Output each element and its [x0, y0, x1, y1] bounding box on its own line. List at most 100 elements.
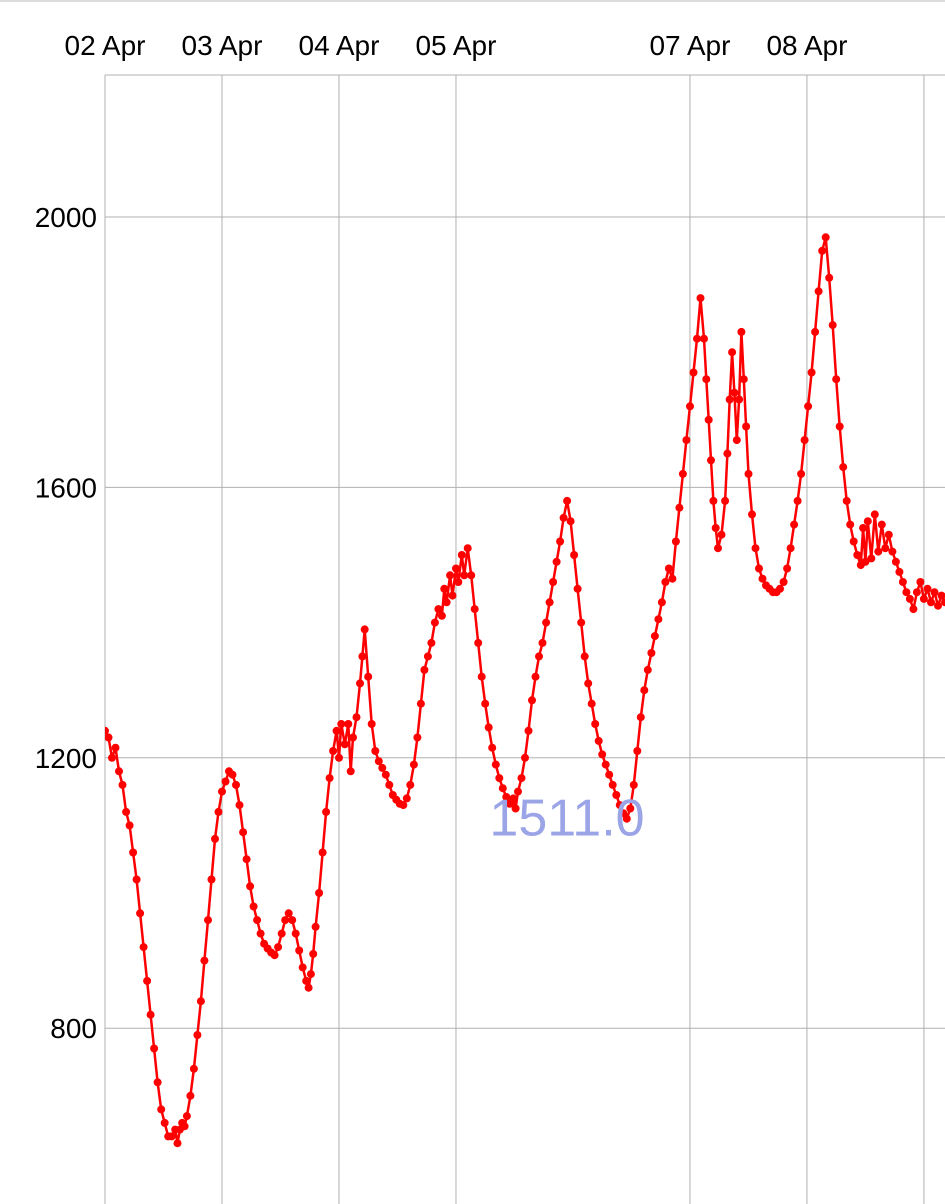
data-point	[672, 538, 680, 546]
data-point	[584, 679, 592, 687]
data-point	[726, 396, 734, 404]
data-point	[140, 943, 148, 951]
data-point	[208, 876, 216, 884]
data-point	[577, 619, 585, 627]
data-point	[154, 1078, 162, 1086]
data-point	[675, 504, 683, 512]
data-point	[344, 720, 352, 728]
data-point	[349, 734, 357, 742]
data-point	[682, 436, 690, 444]
data-point	[302, 977, 310, 985]
data-point	[644, 666, 652, 674]
data-point	[602, 761, 610, 769]
data-point	[382, 771, 390, 779]
data-point	[702, 375, 710, 383]
data-point	[895, 568, 903, 576]
data-point	[236, 801, 244, 809]
data-point	[654, 615, 662, 623]
data-point	[454, 578, 462, 586]
data-point	[211, 835, 219, 843]
data-point	[449, 592, 457, 600]
data-point	[697, 294, 705, 302]
data-point	[335, 754, 343, 762]
data-point	[647, 649, 655, 657]
data-point	[157, 1105, 165, 1113]
data-point	[818, 247, 826, 255]
x-tick-label: 08 Apr	[766, 30, 847, 61]
data-point	[440, 585, 448, 593]
data-point	[815, 287, 823, 295]
data-point	[808, 369, 816, 377]
data-point	[735, 396, 743, 404]
data-point	[307, 970, 315, 978]
data-point	[567, 517, 575, 525]
data-point	[581, 652, 589, 660]
data-point	[546, 598, 554, 606]
data-point	[495, 774, 503, 782]
data-point	[438, 612, 446, 620]
data-point	[431, 619, 439, 627]
data-point	[353, 713, 361, 721]
data-point	[651, 632, 659, 640]
data-point	[787, 544, 795, 552]
data-point	[161, 1119, 169, 1127]
data-point	[721, 497, 729, 505]
data-point	[309, 950, 317, 958]
data-point	[147, 1011, 155, 1019]
data-point	[488, 744, 496, 752]
data-point	[714, 544, 722, 552]
data-point	[518, 774, 526, 782]
data-point	[913, 588, 921, 596]
data-point	[637, 713, 645, 721]
data-point	[410, 761, 418, 769]
data-point	[836, 423, 844, 431]
data-point	[288, 916, 296, 924]
data-point	[892, 558, 900, 566]
data-point	[665, 565, 673, 573]
data-point	[755, 565, 763, 573]
data-point	[553, 558, 561, 566]
data-point	[783, 565, 791, 573]
data-point	[329, 747, 337, 755]
data-point	[609, 781, 617, 789]
data-point	[822, 233, 830, 241]
data-point	[718, 531, 726, 539]
data-point	[126, 821, 134, 829]
data-point	[549, 578, 557, 586]
data-point	[200, 957, 208, 965]
data-point	[839, 463, 847, 471]
data-point	[740, 375, 748, 383]
overlay-value: 1511.0	[489, 790, 644, 848]
data-point	[924, 585, 932, 593]
data-point	[811, 328, 819, 336]
data-point	[790, 521, 798, 529]
x-tick-label: 05 Apr	[415, 30, 496, 61]
data-point	[661, 578, 669, 586]
data-point	[378, 764, 386, 772]
data-point	[737, 328, 745, 336]
data-point	[474, 639, 482, 647]
data-point	[108, 754, 116, 762]
data-point	[846, 521, 854, 529]
data-point	[452, 565, 460, 573]
x-tick-label: 02 Apr	[65, 30, 146, 61]
data-point	[934, 602, 942, 610]
data-point	[368, 720, 376, 728]
data-point	[197, 997, 205, 1005]
data-point	[136, 909, 144, 917]
data-point	[535, 652, 543, 660]
data-point	[119, 781, 127, 789]
data-point	[829, 321, 837, 329]
data-point	[458, 551, 466, 559]
data-point	[319, 849, 327, 857]
data-point	[525, 727, 533, 735]
data-point	[853, 551, 861, 559]
data-point	[598, 750, 606, 758]
data-point	[246, 882, 254, 890]
data-point	[315, 889, 323, 897]
y-tick-label: 1200	[35, 743, 97, 774]
data-point	[605, 771, 613, 779]
data-point	[843, 497, 851, 505]
chart-bg	[0, 0, 945, 1204]
data-point	[794, 497, 802, 505]
